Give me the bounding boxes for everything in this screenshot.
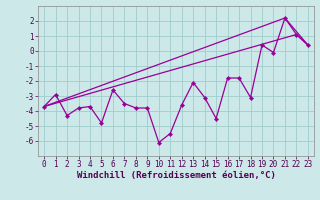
X-axis label: Windchill (Refroidissement éolien,°C): Windchill (Refroidissement éolien,°C): [76, 171, 276, 180]
